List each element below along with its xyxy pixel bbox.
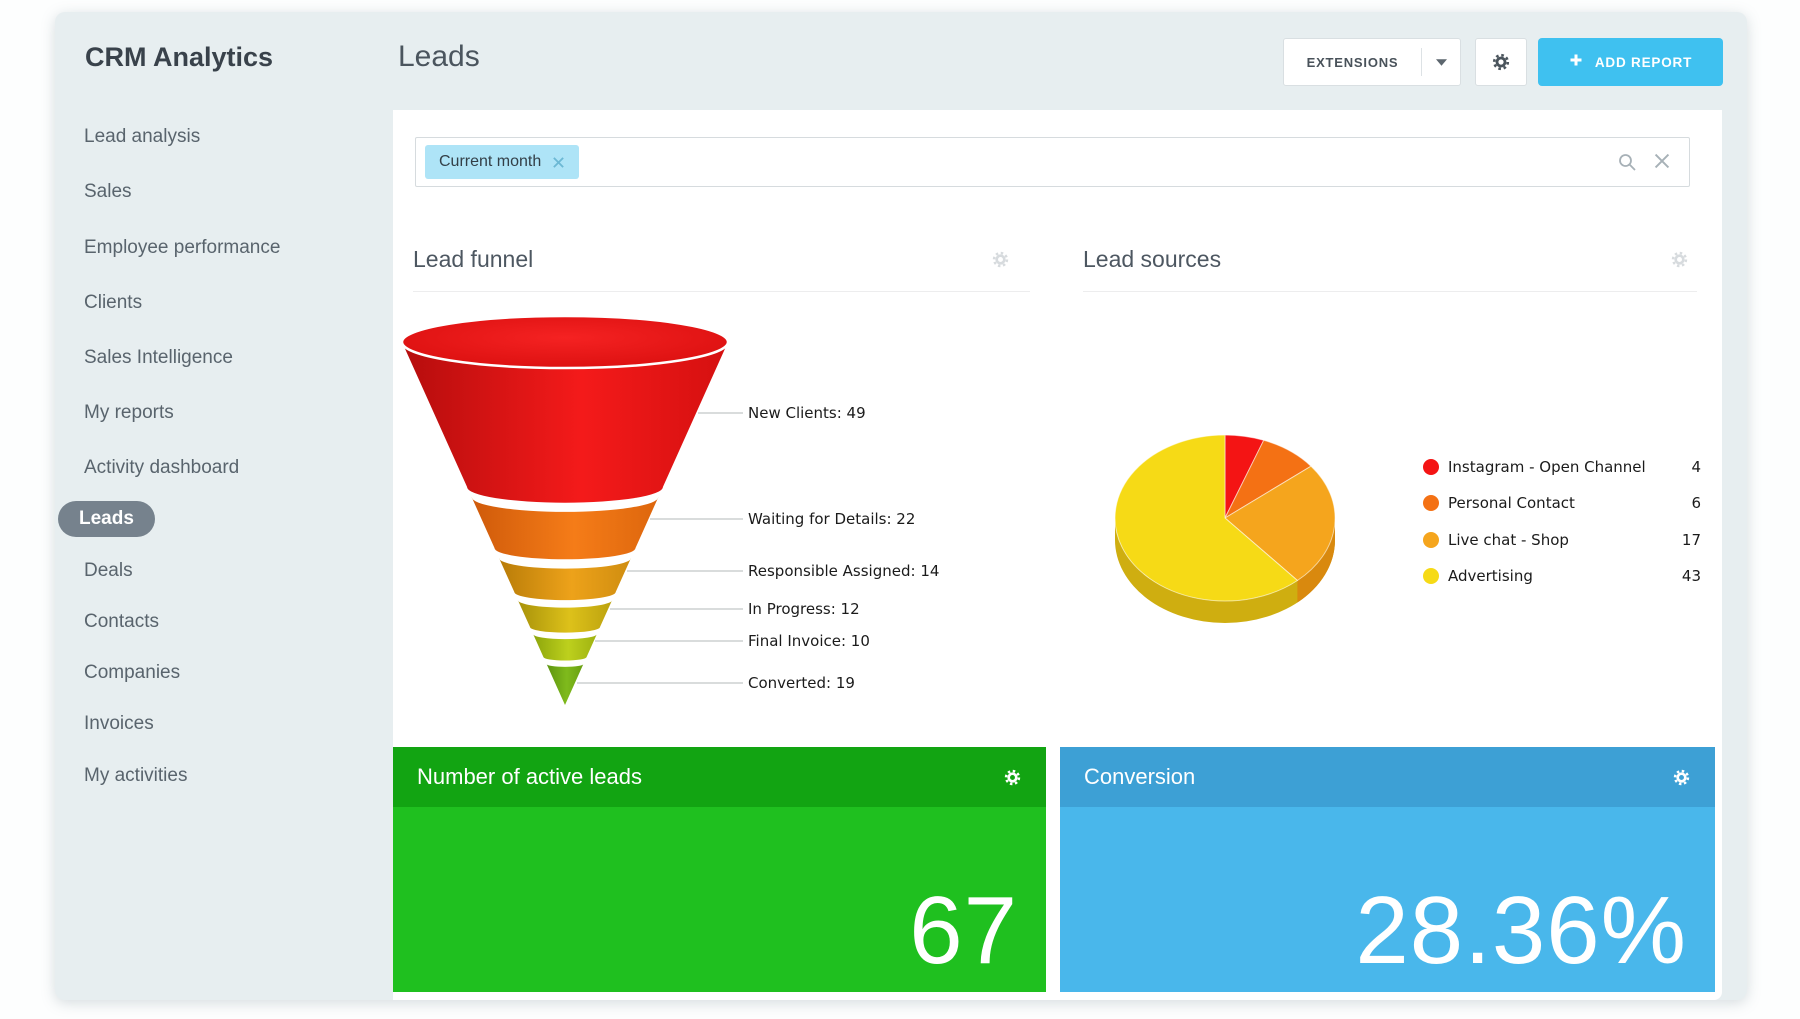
funnel-panel-divider xyxy=(413,291,1030,292)
sidebar-item-sales-intelligence[interactable]: Sales Intelligence xyxy=(84,347,233,368)
sidebar-item-companies[interactable]: Companies xyxy=(84,662,181,683)
legend-dot-red xyxy=(1423,459,1439,475)
conversion-gear-icon[interactable] xyxy=(1672,768,1691,787)
pie-rim-live-chat xyxy=(1297,518,1335,603)
legend-label: Live chat - Shop xyxy=(1448,531,1569,549)
legend-value: 17 xyxy=(1681,531,1701,549)
sidebar-item-my-activities[interactable]: My activities xyxy=(84,765,188,786)
add-report-button-label: ADD REPORT xyxy=(1594,54,1693,70)
funnel-panel-title: Lead funnel xyxy=(413,246,534,272)
active-leads-card: Number of active leads 67 xyxy=(393,747,1046,992)
funnel-segment-responsible-assigned[interactable] xyxy=(499,558,631,601)
funnel-top-opening xyxy=(400,314,730,370)
pie-rim-advertising xyxy=(1115,518,1335,623)
main-content: Current month Lead funnel xyxy=(393,110,1722,1000)
legend-row-live-chat[interactable]: Live chat - Shop 17 xyxy=(1423,529,1701,551)
funnel-segment-waiting-for-details[interactable] xyxy=(471,497,659,560)
sidebar-item-deals[interactable]: Deals xyxy=(84,560,133,581)
lead-funnel-chart xyxy=(400,314,743,705)
settings-button[interactable] xyxy=(1475,38,1527,86)
sidebar-item-contacts[interactable]: Contacts xyxy=(84,611,159,632)
sidebar-item-lead-analysis[interactable]: Lead analysis xyxy=(84,126,201,147)
legend-label: Advertising xyxy=(1448,567,1533,585)
active-leads-value: 67 xyxy=(909,877,1018,985)
legend-value: 4 xyxy=(1691,458,1701,476)
sources-panel-title: Lead sources xyxy=(1083,246,1222,272)
gear-icon xyxy=(1491,52,1511,72)
button-divider xyxy=(1421,48,1422,76)
conversion-card: Conversion 28.36% xyxy=(1060,747,1715,992)
clear-search-icon[interactable] xyxy=(1653,152,1673,172)
sidebar-item-clients[interactable]: Clients xyxy=(84,292,143,313)
legend-dot-yellow xyxy=(1423,568,1439,584)
funnel-callout-lines xyxy=(577,412,743,684)
add-report-button[interactable]: ADD REPORT xyxy=(1538,38,1723,86)
funnel-label-new-clients: New Clients: 49 xyxy=(748,404,866,422)
funnel-label-responsible-assigned: Responsible Assigned: 14 xyxy=(748,562,940,580)
extensions-button-label: EXTENSIONS xyxy=(1306,54,1399,70)
plus-icon xyxy=(1569,53,1583,72)
sidebar-item-sales[interactable]: Sales xyxy=(84,181,132,202)
legend-row-instagram[interactable]: Instagram - Open Channel 4 xyxy=(1423,456,1701,478)
page-title: Leads xyxy=(398,40,480,73)
active-leads-gear-icon[interactable] xyxy=(1003,768,1022,787)
active-leads-card-header: Number of active leads xyxy=(393,747,1046,807)
conversion-value: 28.36% xyxy=(1355,877,1687,985)
sources-panel-gear-icon[interactable] xyxy=(1670,250,1689,269)
lead-sources-pie-chart xyxy=(1114,434,1336,623)
funnel-label-converted: Converted: 19 xyxy=(748,674,855,692)
pie-slice-advertising[interactable] xyxy=(1114,434,1299,602)
conversion-title: Conversion xyxy=(1084,764,1196,789)
funnel-segment-new-clients[interactable] xyxy=(402,342,728,503)
legend-dot-orange-red xyxy=(1423,495,1439,511)
brand-title: CRM Analytics xyxy=(85,42,274,72)
legend-row-personal-contact[interactable]: Personal Contact 6 xyxy=(1423,492,1701,514)
funnel-segment-in-progress[interactable] xyxy=(517,600,613,633)
sources-panel-divider xyxy=(1083,291,1697,292)
funnel-label-final-invoice: Final Invoice: 10 xyxy=(748,632,870,650)
filter-search-bar[interactable]: Current month xyxy=(415,137,1690,187)
active-leads-title: Number of active leads xyxy=(417,764,642,789)
legend-value: 6 xyxy=(1691,494,1701,512)
funnel-segment-converted[interactable] xyxy=(546,664,584,705)
funnel-segment-final-invoice[interactable] xyxy=(533,634,597,661)
sidebar-item-employee-performance[interactable]: Employee performance xyxy=(84,237,281,258)
sidebar-item-leads-active[interactable]: Leads xyxy=(58,501,155,537)
funnel-label-in-progress: In Progress: 12 xyxy=(748,600,860,618)
funnel-panel-gear-icon[interactable] xyxy=(991,250,1010,269)
sidebar-item-my-reports[interactable]: My reports xyxy=(84,402,174,423)
chevron-down-icon[interactable] xyxy=(1422,58,1460,66)
search-icon[interactable] xyxy=(1617,152,1637,172)
legend-value: 43 xyxy=(1681,567,1701,585)
legend-row-advertising[interactable]: Advertising 43 xyxy=(1423,565,1701,587)
app-card: CRM Analytics Leads EXTENSIONS ADD REPOR… xyxy=(55,12,1747,1000)
conversion-card-header: Conversion xyxy=(1060,747,1715,807)
extensions-button[interactable]: EXTENSIONS xyxy=(1283,38,1461,86)
filter-chip-label: Current month xyxy=(439,153,542,170)
pie-slice-live-chat[interactable] xyxy=(1224,465,1336,582)
legend-dot-orange xyxy=(1423,532,1439,548)
legend-label: Instagram - Open Channel xyxy=(1448,458,1646,476)
filter-chip-current-month[interactable]: Current month xyxy=(425,145,580,179)
legend-label: Personal Contact xyxy=(1448,494,1575,512)
sidebar-item-invoices[interactable]: Invoices xyxy=(84,713,154,734)
funnel-label-waiting-for-details: Waiting for Details: 22 xyxy=(748,510,916,528)
remove-chip-icon[interactable] xyxy=(552,156,565,169)
sidebar-item-activity-dashboard[interactable]: Activity dashboard xyxy=(84,457,240,478)
